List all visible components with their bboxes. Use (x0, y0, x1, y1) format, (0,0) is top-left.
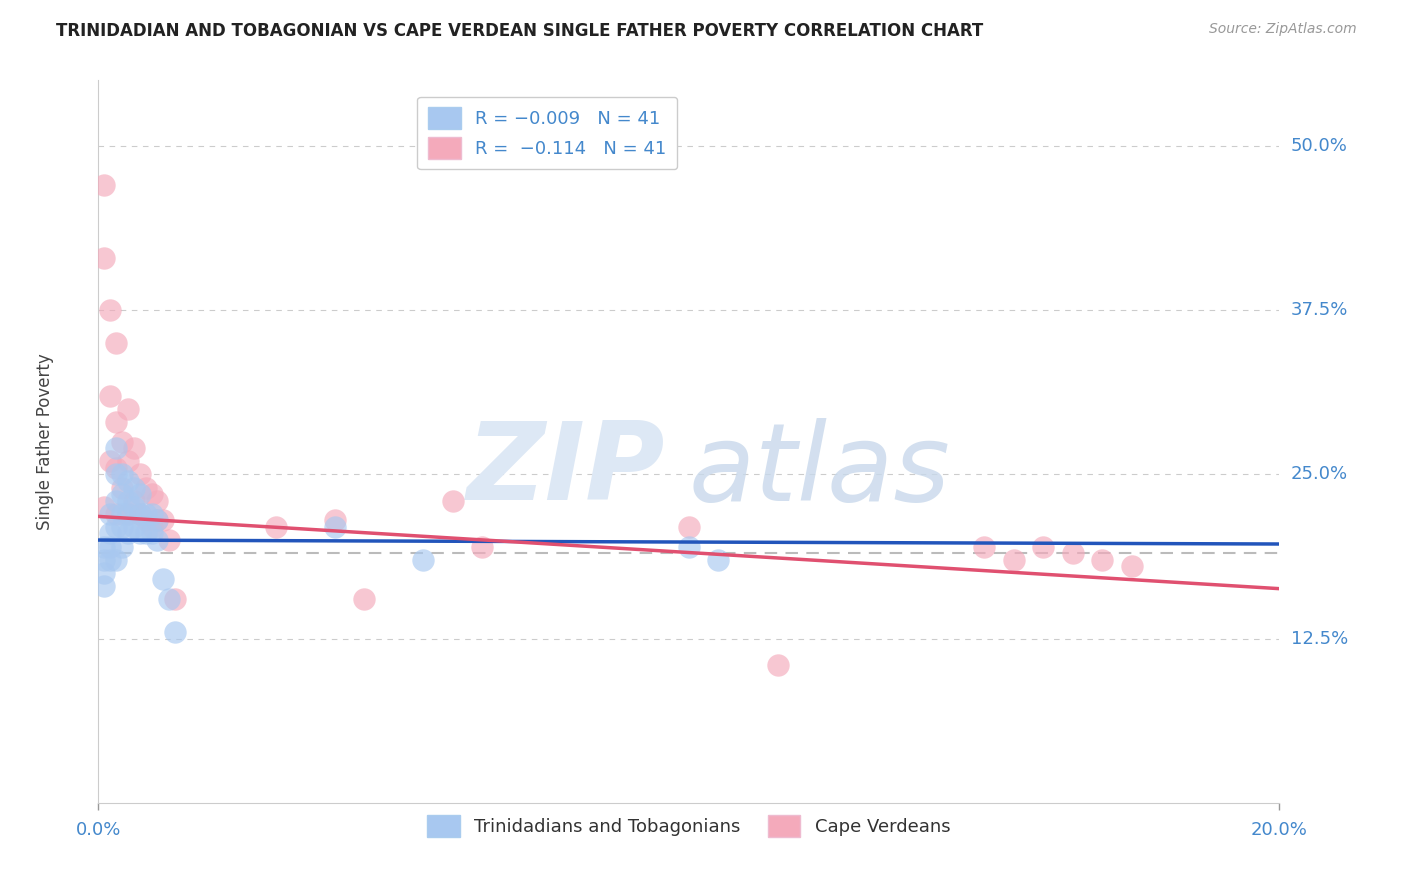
Trinidadians and Tobagonians (105, 520, 128, 534)
Cape Verdeans (111, 481, 134, 495)
Cape Verdeans (105, 460, 128, 475)
Cape Verdeans (146, 513, 169, 527)
Trinidadians and Tobagonians (98, 540, 121, 554)
Trinidadians and Tobagonians (128, 507, 150, 521)
Trinidadians and Tobagonians (117, 526, 139, 541)
Trinidadians and Tobagonians (141, 507, 163, 521)
Cape Verdeans (122, 493, 145, 508)
Text: 12.5%: 12.5% (1291, 630, 1348, 648)
Trinidadians and Tobagonians (135, 526, 157, 541)
Trinidadians and Tobagonians (135, 507, 157, 521)
Trinidadians and Tobagonians (105, 441, 128, 455)
Trinidadians and Tobagonians (128, 487, 150, 501)
Text: 25.0%: 25.0% (1291, 466, 1348, 483)
Trinidadians and Tobagonians (323, 520, 346, 534)
Cape Verdeans (152, 513, 174, 527)
Trinidadians and Tobagonians (105, 553, 128, 567)
Trinidadians and Tobagonians (157, 592, 180, 607)
Cape Verdeans (973, 540, 995, 554)
Cape Verdeans (678, 520, 700, 534)
Cape Verdeans (1121, 559, 1143, 574)
Cape Verdeans (323, 513, 346, 527)
Cape Verdeans (146, 493, 169, 508)
Cape Verdeans (98, 388, 121, 402)
Cape Verdeans (1032, 540, 1054, 554)
Cape Verdeans (98, 303, 121, 318)
Text: Source: ZipAtlas.com: Source: ZipAtlas.com (1209, 22, 1357, 37)
Cape Verdeans (1091, 553, 1114, 567)
Trinidadians and Tobagonians (412, 553, 434, 567)
Cape Verdeans (93, 500, 115, 515)
Cape Verdeans (471, 540, 494, 554)
Trinidadians and Tobagonians (105, 467, 128, 482)
Trinidadians and Tobagonians (111, 520, 134, 534)
Cape Verdeans (1062, 546, 1084, 560)
Text: TRINIDADIAN AND TOBAGONIAN VS CAPE VERDEAN SINGLE FATHER POVERTY CORRELATION CHA: TRINIDADIAN AND TOBAGONIAN VS CAPE VERDE… (56, 22, 983, 40)
Trinidadians and Tobagonians (122, 481, 145, 495)
Trinidadians and Tobagonians (98, 507, 121, 521)
Cape Verdeans (128, 507, 150, 521)
Text: 37.5%: 37.5% (1291, 301, 1348, 319)
Cape Verdeans (141, 520, 163, 534)
Trinidadians and Tobagonians (111, 487, 134, 501)
Text: 50.0%: 50.0% (1291, 137, 1347, 155)
Cape Verdeans (122, 441, 145, 455)
Trinidadians and Tobagonians (98, 526, 121, 541)
Trinidadians and Tobagonians (678, 540, 700, 554)
Trinidadians and Tobagonians (98, 553, 121, 567)
Trinidadians and Tobagonians (117, 474, 139, 488)
Cape Verdeans (93, 178, 115, 193)
Trinidadians and Tobagonians (122, 520, 145, 534)
Cape Verdeans (105, 336, 128, 351)
Cape Verdeans (353, 592, 375, 607)
Trinidadians and Tobagonians (93, 540, 115, 554)
Text: Single Father Poverty: Single Father Poverty (37, 353, 55, 530)
Text: atlas: atlas (689, 418, 950, 523)
Cape Verdeans (165, 592, 187, 607)
Cape Verdeans (105, 415, 128, 429)
Trinidadians and Tobagonians (707, 553, 730, 567)
Trinidadians and Tobagonians (111, 507, 134, 521)
Trinidadians and Tobagonians (122, 500, 145, 515)
Text: ZIP: ZIP (467, 417, 665, 524)
Trinidadians and Tobagonians (117, 507, 139, 521)
Cape Verdeans (135, 513, 157, 527)
Cape Verdeans (111, 434, 134, 449)
Trinidadians and Tobagonians (105, 493, 128, 508)
Cape Verdeans (117, 454, 139, 468)
Trinidadians and Tobagonians (146, 513, 169, 527)
Trinidadians and Tobagonians (165, 625, 187, 640)
Cape Verdeans (141, 487, 163, 501)
Trinidadians and Tobagonians (146, 533, 169, 547)
Cape Verdeans (441, 493, 464, 508)
Trinidadians and Tobagonians (111, 540, 134, 554)
Trinidadians and Tobagonians (141, 526, 163, 541)
Cape Verdeans (117, 507, 139, 521)
Cape Verdeans (766, 657, 789, 672)
Cape Verdeans (93, 251, 115, 265)
Trinidadians and Tobagonians (152, 573, 174, 587)
Trinidadians and Tobagonians (93, 553, 115, 567)
Trinidadians and Tobagonians (117, 493, 139, 508)
Cape Verdeans (135, 481, 157, 495)
Cape Verdeans (1002, 553, 1025, 567)
Legend: Trinidadians and Tobagonians, Cape Verdeans: Trinidadians and Tobagonians, Cape Verde… (416, 805, 962, 848)
Trinidadians and Tobagonians (93, 566, 115, 580)
Cape Verdeans (105, 507, 128, 521)
Cape Verdeans (98, 454, 121, 468)
Cape Verdeans (157, 533, 180, 547)
Trinidadians and Tobagonians (111, 467, 134, 482)
Cape Verdeans (128, 467, 150, 482)
Cape Verdeans (264, 520, 287, 534)
Cape Verdeans (117, 401, 139, 416)
Trinidadians and Tobagonians (128, 526, 150, 541)
Trinidadians and Tobagonians (93, 579, 115, 593)
